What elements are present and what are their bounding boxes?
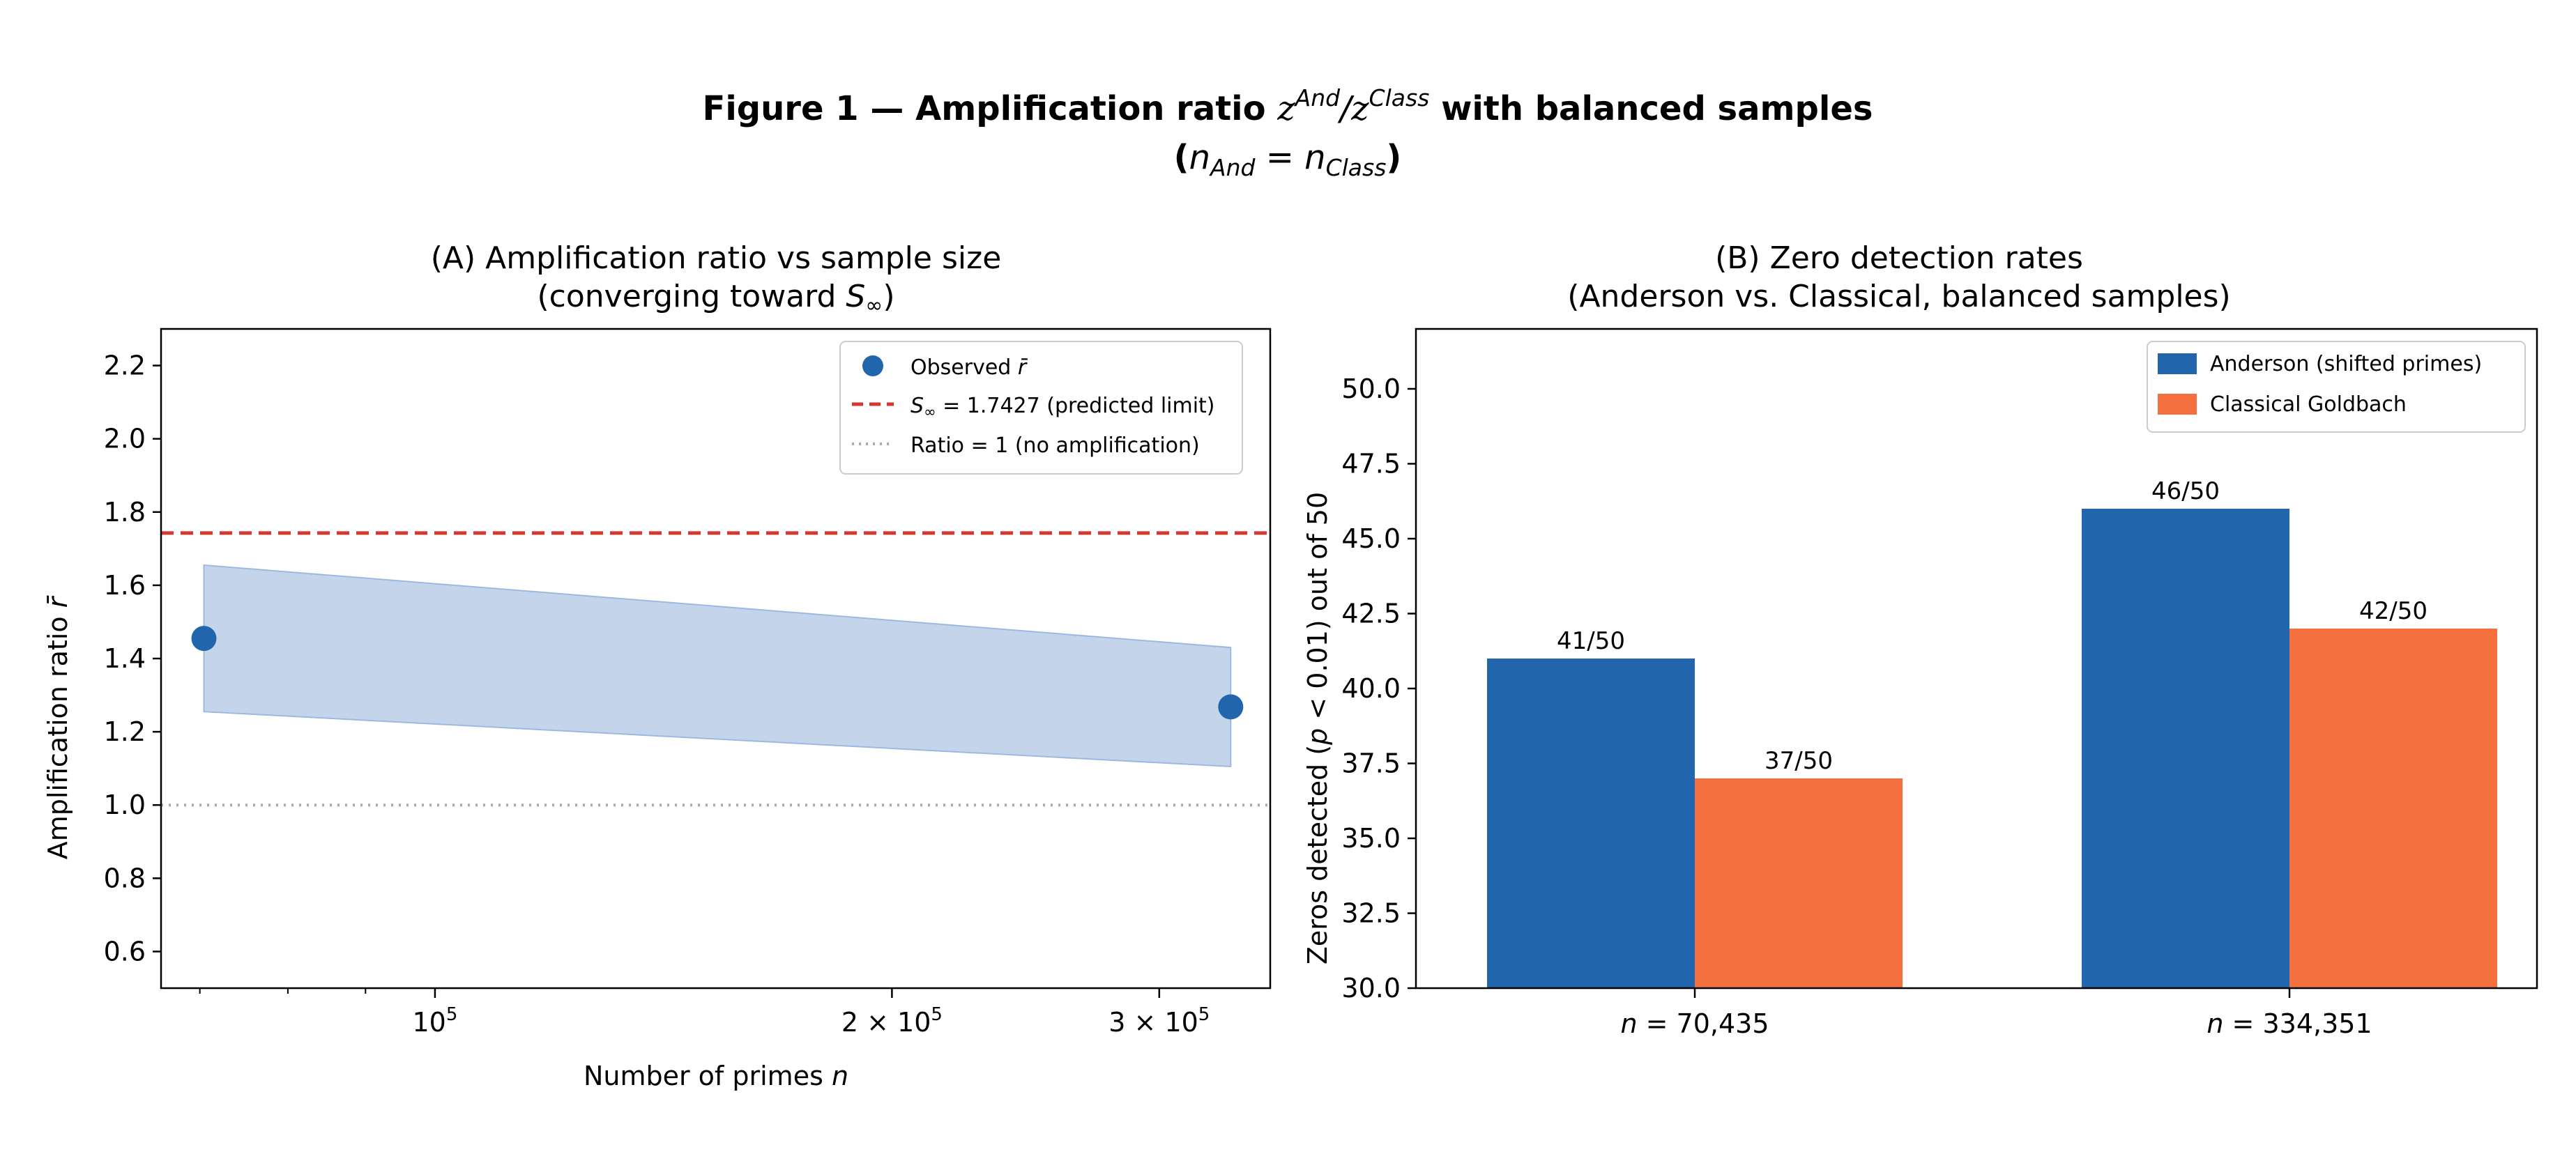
panel-a-legend-label-limit: S∞ = 1.7427 (predicted limit) bbox=[910, 394, 1215, 420]
panel-a-title-line1: (A) Amplification ratio vs sample size bbox=[431, 240, 1002, 276]
panel-a-ytick-label: 1.8 bbox=[104, 497, 146, 528]
figure-title: Figure 1 — Amplification ratio zAnd/zCla… bbox=[703, 84, 1873, 128]
panel-b-legend-swatch-anderson bbox=[2158, 353, 2197, 374]
panel-a-xticks-layer: 105 2 × 105 3 × 105 bbox=[199, 988, 1210, 1038]
panel-b-ytick-label: 40.0 bbox=[1341, 673, 1401, 704]
panel-a-legend-marker-observed bbox=[862, 355, 883, 376]
panel-b-legend-label-anderson: Anderson (shifted primes) bbox=[2210, 352, 2482, 376]
panel-b-ytick-label: 32.5 bbox=[1341, 898, 1401, 929]
panel-b-bar-labels-layer: 41/50 46/50 37/50 42/50 bbox=[1557, 477, 2428, 775]
panel-b-bar-label: 41/50 bbox=[1557, 627, 1625, 655]
panel-b-xticks-layer: n = 70,435 n = 334,351 bbox=[1620, 988, 2372, 1039]
panel-b-yticks-layer: 30.0 32.5 35.0 37.5 40.0 42.5 45.0 47.5 50.0 bbox=[1341, 374, 1416, 1003]
panel-b-ytick-label: 47.5 bbox=[1341, 449, 1401, 479]
panel-b-legend-swatch-classical bbox=[2158, 394, 2197, 415]
panel-b-legend-label-classical: Classical Goldbach bbox=[2210, 392, 2407, 417]
figure-subtitle: (nAnd = nClass) bbox=[1174, 138, 1402, 181]
panel-b-axes-frame bbox=[1415, 328, 2538, 990]
panel-b-bar-anderson-2 bbox=[2082, 509, 2289, 988]
panel-a-band-layer bbox=[203, 564, 1232, 768]
panel-a-point-1 bbox=[191, 626, 217, 652]
panel-a-xtick-label: 3 × 105 bbox=[1108, 1004, 1210, 1038]
panel-a-legend-label-reference: Ratio = 1 (no amplification) bbox=[910, 433, 1200, 458]
panel-b-xtick-label: n = 70,435 bbox=[1620, 1008, 1769, 1039]
panel-b-bar-classical-2 bbox=[2289, 629, 2497, 988]
panel-a-lines-layer bbox=[161, 531, 1270, 807]
panel-a-xtick-label: 105 bbox=[412, 1004, 457, 1038]
panel-b-legend: Anderson (shifted primes) Classical Gold… bbox=[2147, 341, 2526, 433]
panel-b-ytick-label: 45.0 bbox=[1341, 523, 1401, 554]
panel-b-legend-box bbox=[2147, 341, 2526, 433]
panel-a-title-line2: (converging toward S∞) bbox=[537, 279, 894, 318]
panel-a-ytick-label: 1.2 bbox=[104, 716, 146, 747]
panel-a-ytick-label: 2.2 bbox=[104, 351, 146, 381]
panel-b-bar-label: 37/50 bbox=[1765, 747, 1833, 775]
panel-b-xtick-label: n = 334,351 bbox=[2207, 1008, 2372, 1039]
panel-a-legend-label-observed: Observed r̄ bbox=[910, 355, 1028, 380]
panel-a-point-2 bbox=[1218, 694, 1244, 720]
panel-a-ytick-label: 2.0 bbox=[104, 424, 146, 454]
panel-b: (B) Zero detection rates (Anderson vs. C… bbox=[1302, 240, 2538, 1039]
panel-b-ytick-label: 42.5 bbox=[1341, 599, 1401, 629]
panel-b-bar-classical-1 bbox=[1695, 778, 1903, 988]
panel-b-title-line1: (B) Zero detection rates bbox=[1715, 240, 2083, 276]
panel-b-title-line2: (Anderson vs. Classical, balanced sample… bbox=[1567, 279, 2230, 314]
panel-a-legend: Observed r̄ S∞ = 1.7427 (predicted limit… bbox=[839, 341, 1243, 475]
panel-a-ytick-label: 0.8 bbox=[104, 863, 146, 893]
panel-a-ylabel: Amplification ratio r̄ bbox=[43, 595, 73, 859]
panel-b-ytick-label: 30.0 bbox=[1341, 973, 1401, 1003]
panel-b-bar-label: 46/50 bbox=[2151, 477, 2220, 505]
panel-a-xlabel: Number of primes n bbox=[584, 1061, 848, 1091]
panel-a-ytick-label: 0.6 bbox=[104, 936, 146, 967]
panel-b-ytick-label: 37.5 bbox=[1341, 748, 1401, 779]
panel-b-bars-layer bbox=[1487, 509, 2497, 988]
panel-b-bar-label: 42/50 bbox=[2359, 597, 2428, 625]
panel-b-bar-anderson-1 bbox=[1487, 659, 1695, 988]
panel-a-ytick-label: 1.4 bbox=[104, 643, 146, 674]
panel-b-ylabel: Zeros detected (p < 0.01) out of 50 bbox=[1302, 492, 1333, 964]
panel-a-confidence-band bbox=[203, 564, 1232, 768]
panel-a-yticks-layer: 0.6 0.8 1.0 1.2 1.4 1.6 1.8 2.0 2.2 bbox=[104, 351, 161, 967]
panel-b-ytick-label: 35.0 bbox=[1341, 823, 1401, 854]
panel-a: (A) Amplification ratio vs sample size (… bbox=[43, 240, 1272, 1091]
panel-a-ytick-label: 1.0 bbox=[104, 790, 146, 820]
panel-a-legend-box bbox=[839, 341, 1243, 475]
panel-a-axes-frame bbox=[160, 328, 1272, 990]
panel-a-ytick-label: 1.6 bbox=[104, 570, 146, 601]
panel-a-points-layer bbox=[191, 626, 1244, 720]
panel-b-ytick-label: 50.0 bbox=[1341, 374, 1401, 404]
panel-a-xtick-label: 2 × 105 bbox=[841, 1004, 943, 1038]
